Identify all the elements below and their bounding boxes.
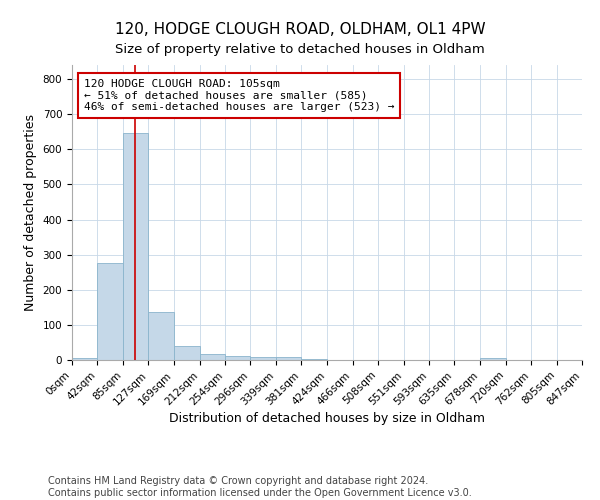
Bar — [97, 264, 123, 360]
Bar — [250, 357, 276, 360]
Text: Contains HM Land Registry data © Crown copyright and database right 2024.
Contai: Contains HM Land Registry data © Crown c… — [48, 476, 472, 498]
Bar — [123, 134, 148, 360]
Bar — [301, 358, 328, 360]
Bar — [276, 357, 301, 360]
Bar — [72, 358, 97, 360]
Bar — [148, 312, 174, 360]
Bar — [225, 356, 250, 360]
X-axis label: Distribution of detached houses by size in Oldham: Distribution of detached houses by size … — [169, 412, 485, 425]
Y-axis label: Number of detached properties: Number of detached properties — [24, 114, 37, 311]
Bar — [480, 358, 506, 360]
Bar — [200, 354, 225, 360]
Bar — [174, 346, 200, 360]
Text: 120, HODGE CLOUGH ROAD, OLDHAM, OL1 4PW: 120, HODGE CLOUGH ROAD, OLDHAM, OL1 4PW — [115, 22, 485, 38]
Text: 120 HODGE CLOUGH ROAD: 105sqm
← 51% of detached houses are smaller (585)
46% of : 120 HODGE CLOUGH ROAD: 105sqm ← 51% of d… — [84, 79, 395, 112]
Text: Size of property relative to detached houses in Oldham: Size of property relative to detached ho… — [115, 42, 485, 56]
